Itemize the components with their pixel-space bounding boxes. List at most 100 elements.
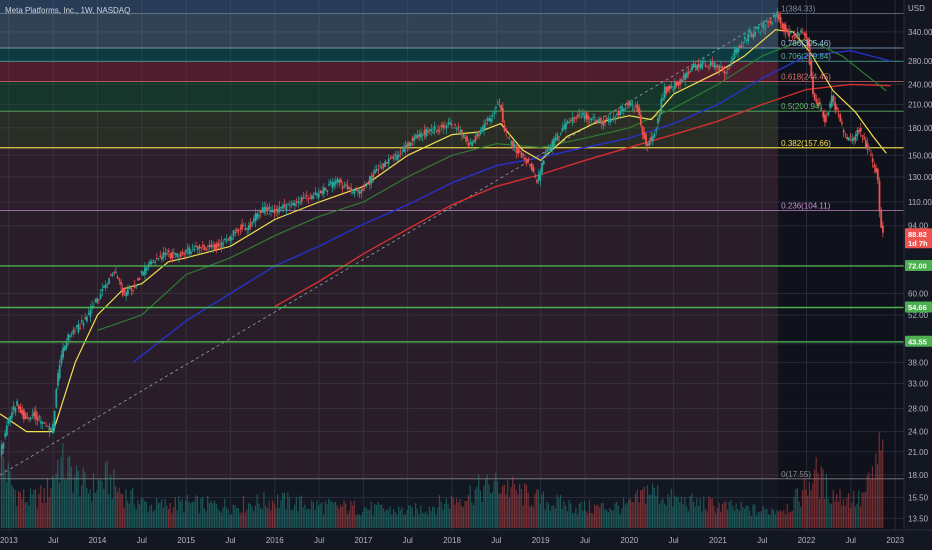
candle-body <box>236 229 238 232</box>
candle-body <box>503 125 506 131</box>
candle-body <box>215 244 218 249</box>
support-price-badge-bg <box>905 259 932 271</box>
volume-bar <box>304 504 306 528</box>
volume-bar <box>87 493 90 528</box>
candle-body <box>340 179 342 183</box>
volume-bar <box>537 489 539 528</box>
time-axis[interactable]: 2013 Jul 2014 Jul 2015 Jul 2016 Jul 2017 Jul 2018 J… <box>0 529 932 550</box>
volume-bar <box>219 510 221 528</box>
volume-bar <box>757 511 759 528</box>
candle-body <box>566 120 569 124</box>
candle-body <box>261 207 264 213</box>
candle-body <box>297 201 300 203</box>
candle-body <box>457 126 460 128</box>
candle-body <box>486 118 489 121</box>
volume-bar <box>786 504 788 528</box>
fib-band <box>0 111 779 148</box>
candle-body <box>285 205 288 211</box>
volume-bar <box>783 509 785 528</box>
candle-body <box>196 246 199 250</box>
volume-bar <box>594 504 596 528</box>
candle-body <box>645 134 647 146</box>
volume-bar <box>82 467 84 528</box>
volume-bar <box>360 515 362 528</box>
volume-bar <box>423 513 425 528</box>
volume-bar <box>438 495 441 528</box>
volume-bar <box>202 496 204 528</box>
volume-bar <box>530 504 533 528</box>
fibonacci-lines <box>0 12 904 480</box>
candle-body <box>788 31 791 37</box>
candle-body <box>657 118 659 124</box>
candle-body <box>597 120 600 123</box>
candle-body <box>498 102 501 103</box>
volume-bar <box>566 511 568 528</box>
candle-body <box>234 232 237 233</box>
volume-bar <box>450 495 453 528</box>
candle-body <box>723 71 726 74</box>
volume-bar <box>331 501 333 528</box>
volume-bar <box>370 501 372 528</box>
candle-body <box>810 60 813 77</box>
volume-bar <box>747 506 749 528</box>
time-tick-label: 2023 <box>886 536 904 545</box>
candle-body <box>113 272 116 273</box>
candle-body <box>612 116 615 118</box>
volume-bar <box>527 492 529 528</box>
volume-bar <box>387 510 389 528</box>
support-lines[interactable] <box>0 265 904 343</box>
time-tick-label: 2022 <box>798 536 816 545</box>
volume-bar <box>508 497 510 528</box>
candle-body <box>551 140 554 150</box>
volume-bar <box>220 512 222 528</box>
volume-bar <box>551 505 553 528</box>
candle-body <box>839 114 842 122</box>
candle-body <box>387 158 390 165</box>
candle-body <box>854 134 857 142</box>
volume-bar <box>379 505 381 528</box>
volume-bar <box>351 505 354 528</box>
candle-body <box>341 186 344 189</box>
volume-bar <box>730 500 732 528</box>
volume-bar <box>229 514 231 528</box>
volume-bar <box>621 508 623 528</box>
volume-bar <box>363 507 366 528</box>
volume-bar <box>265 505 267 528</box>
fib-label: 0.706(279.84) <box>781 52 831 61</box>
time-tick-label: 2017 <box>354 536 372 545</box>
candle-body <box>507 137 509 138</box>
volume-bar <box>179 501 182 528</box>
volume-bar <box>805 489 807 528</box>
volume-bar <box>297 511 299 528</box>
volume-bar <box>778 511 780 528</box>
volume-bar <box>558 498 560 528</box>
candle-body <box>184 249 187 254</box>
candle-body <box>280 206 283 208</box>
volume-bar <box>169 503 171 528</box>
volume-bar <box>529 506 531 528</box>
candle-body <box>658 114 661 119</box>
volume-bar <box>597 504 599 528</box>
candle-body <box>425 128 428 137</box>
volume-bar <box>484 477 487 528</box>
volume-bar <box>350 500 352 528</box>
fib-label: 0.786(305.46) <box>781 39 831 48</box>
candle-body <box>374 170 376 174</box>
price-axis[interactable]: 340.00 280.00 240.00 210.00 180.00 150.00 130.… <box>903 0 932 550</box>
candle-body <box>290 203 293 205</box>
candle-body <box>176 253 179 258</box>
candle-body <box>287 204 289 206</box>
candle-body <box>754 31 756 37</box>
volume-bar <box>832 489 834 528</box>
time-tick-label: Jul <box>846 536 856 545</box>
volume-bar <box>128 503 130 528</box>
candle-body <box>254 213 257 222</box>
volume-bar <box>846 497 848 528</box>
candle-body <box>559 133 562 134</box>
candle-body <box>108 278 111 284</box>
time-tick-label: 2021 <box>709 536 727 545</box>
volume-bar <box>374 504 376 528</box>
candle-body <box>467 143 470 147</box>
candle-body <box>694 64 697 68</box>
